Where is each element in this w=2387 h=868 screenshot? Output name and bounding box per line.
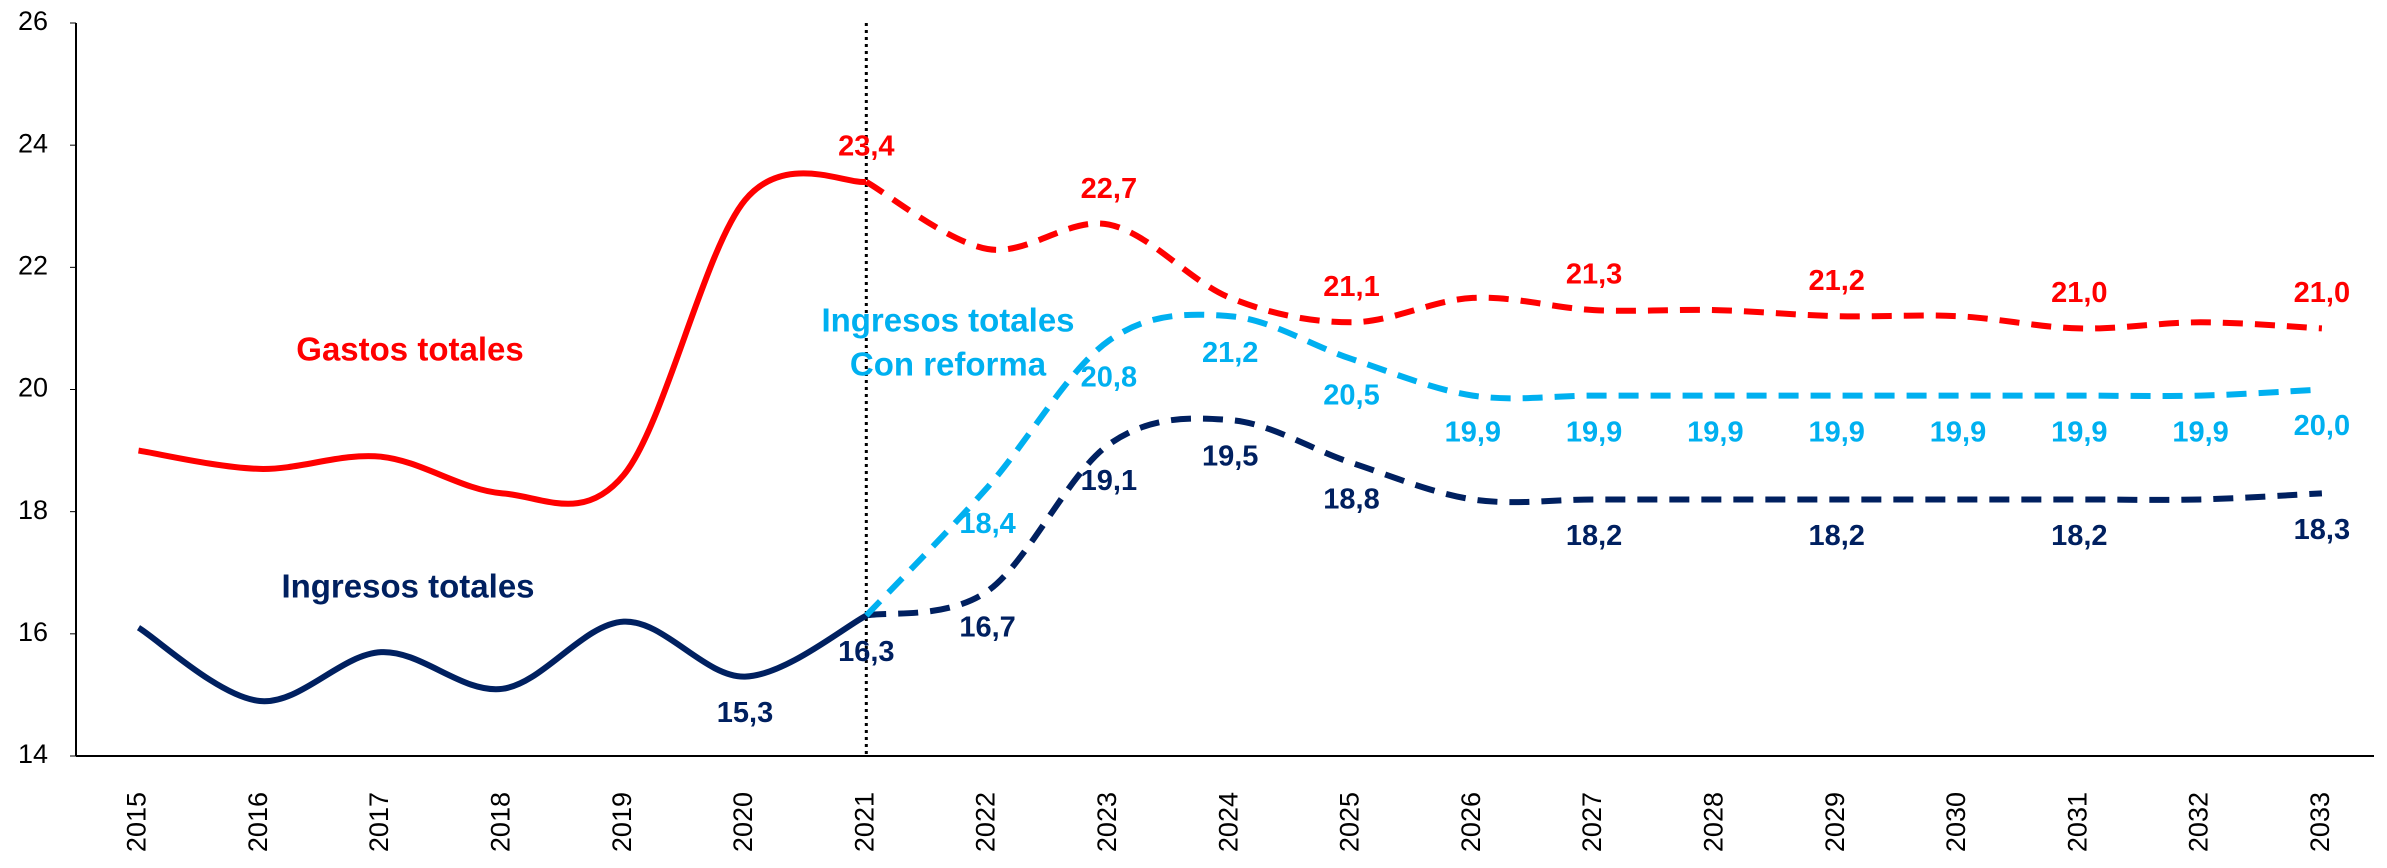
x-tick-label: 2031 bbox=[2062, 792, 2092, 852]
data-label: 18,2 bbox=[1566, 520, 1622, 552]
y-tick-label: 26 bbox=[18, 6, 48, 36]
data-label: 19,9 bbox=[1445, 416, 1501, 448]
x-tick-label: 2021 bbox=[849, 792, 879, 852]
series-line bbox=[865, 415, 2323, 619]
data-label: 18,2 bbox=[1808, 520, 1864, 552]
annotation: Ingresos totales bbox=[821, 302, 1074, 339]
series-line bbox=[864, 311, 2323, 618]
x-tick-label: 2016 bbox=[243, 792, 273, 852]
y-tick-label: 24 bbox=[18, 128, 48, 158]
data-label: 21,2 bbox=[1808, 265, 1864, 297]
annotation: Con reforma bbox=[850, 346, 1047, 383]
y-tick-label: 20 bbox=[18, 373, 48, 403]
data-label: 21,3 bbox=[1566, 259, 1622, 291]
data-label: 21,0 bbox=[2051, 277, 2107, 309]
x-tick-label: 2028 bbox=[1699, 792, 1729, 852]
x-tick-label: 2022 bbox=[971, 792, 1001, 852]
annotation: Gastos totales bbox=[296, 331, 523, 368]
data-label: 18,4 bbox=[959, 508, 1015, 540]
data-label: 21,2 bbox=[1202, 337, 1258, 369]
data-label: 19,9 bbox=[2172, 416, 2228, 448]
data-label: 18,2 bbox=[2051, 520, 2107, 552]
data-label: 20,5 bbox=[1323, 380, 1379, 412]
data-label: 19,1 bbox=[1081, 465, 1137, 497]
data-label: 16,3 bbox=[838, 636, 894, 668]
x-tick-label: 2020 bbox=[728, 792, 758, 852]
series-line bbox=[864, 179, 2323, 332]
data-label: 19,5 bbox=[1202, 441, 1258, 473]
x-tick-label: 2019 bbox=[607, 792, 637, 852]
x-tick-label: 2033 bbox=[2305, 792, 2335, 852]
data-label: 19,9 bbox=[1808, 416, 1864, 448]
data-label: 20,0 bbox=[2294, 410, 2350, 442]
data-label: 18,8 bbox=[1323, 483, 1379, 515]
data-label: 21,1 bbox=[1323, 271, 1379, 303]
data-label: 16,7 bbox=[959, 612, 1015, 644]
x-tick-label: 2030 bbox=[1941, 792, 1971, 852]
y-tick-label: 14 bbox=[18, 739, 48, 769]
series-line bbox=[138, 170, 867, 507]
x-tick-label: 2025 bbox=[1335, 792, 1365, 852]
data-label: 20,8 bbox=[1081, 361, 1137, 393]
data-label: 19,9 bbox=[1687, 416, 1743, 448]
data-label: 19,9 bbox=[1930, 416, 1986, 448]
x-tick-label: 2024 bbox=[1213, 792, 1243, 852]
x-tick-label: 2015 bbox=[122, 792, 152, 852]
annotation: Ingresos totales bbox=[281, 568, 534, 605]
data-label: 19,9 bbox=[2051, 416, 2107, 448]
x-tick-label: 2023 bbox=[1092, 792, 1122, 852]
data-label: 21,0 bbox=[2294, 277, 2350, 309]
data-label: 15,3 bbox=[717, 697, 773, 729]
x-tick-label: 2029 bbox=[1820, 792, 1850, 852]
x-tick-label: 2032 bbox=[2184, 792, 2214, 852]
y-tick-label: 16 bbox=[18, 617, 48, 647]
data-label: 19,9 bbox=[1566, 416, 1622, 448]
y-tick-label: 22 bbox=[18, 250, 48, 280]
x-tick-label: 2027 bbox=[1577, 792, 1607, 852]
series-line bbox=[136, 612, 868, 705]
data-label: 22,7 bbox=[1081, 173, 1137, 205]
x-tick-label: 2026 bbox=[1456, 792, 1486, 852]
data-label: 18,3 bbox=[2294, 514, 2350, 546]
x-tick-label: 2017 bbox=[364, 792, 394, 852]
y-tick-label: 18 bbox=[18, 495, 48, 525]
data-label: 23,4 bbox=[838, 130, 894, 162]
x-tick-label: 2018 bbox=[486, 792, 516, 852]
